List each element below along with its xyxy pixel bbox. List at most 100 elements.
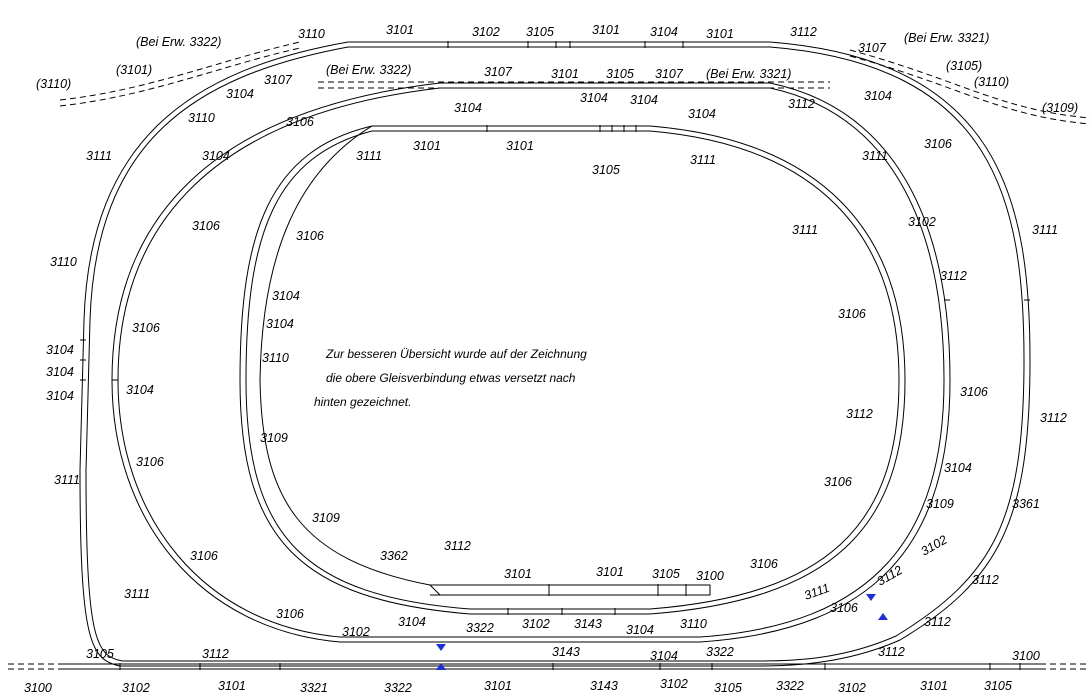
label-ext: (3101) <box>116 63 152 77</box>
label-ext: (3110) <box>974 75 1009 89</box>
track-label: 3104 <box>626 623 654 637</box>
track-label: 3111 <box>356 149 382 163</box>
marker-left-bottom <box>436 663 446 670</box>
track-label: 3110 <box>680 617 707 631</box>
label-ext: (3110) <box>36 77 71 91</box>
track-label: 3101 <box>506 139 534 153</box>
track-label: 3104 <box>454 101 482 115</box>
track-label: 3143 <box>590 679 618 693</box>
track-label: 3111 <box>1032 223 1058 237</box>
track-label: 3101 <box>920 679 948 693</box>
track-label: 3321 <box>300 681 328 695</box>
track-label: 3102 <box>522 617 550 631</box>
track-label: 3105 <box>592 163 620 177</box>
track-joints <box>80 41 1030 670</box>
track-label: 3112 <box>790 25 817 39</box>
track-label: 3105 <box>86 647 114 661</box>
track-label: 3105 <box>606 67 634 81</box>
track-label: 3112 <box>878 645 905 659</box>
track-label: 3110 <box>262 351 289 365</box>
track-label: 3322 <box>384 681 412 695</box>
track-label: 3105 <box>714 681 742 695</box>
track-label: 3106 <box>824 475 852 489</box>
track-label: 3105 <box>526 25 554 39</box>
marker-right-bottom <box>878 613 888 620</box>
track-label: 3111 <box>792 223 818 237</box>
track-label: 3109 <box>926 497 954 511</box>
bottom-straight-track <box>8 663 1090 670</box>
track-label: 3100 <box>24 681 52 695</box>
track-label: 3101 <box>592 23 620 37</box>
track-label: 3106 <box>838 307 866 321</box>
track-label: 3322 <box>466 621 494 635</box>
track-label: 3111 <box>124 587 150 601</box>
track-label: 3101 <box>551 67 579 81</box>
inner-loop-track <box>259 125 711 596</box>
track-label: 3111 <box>54 473 80 487</box>
track-label: 3104 <box>272 289 300 303</box>
explanation-note: Zur besseren Übersicht wurde auf der Zei… <box>314 347 587 409</box>
track-label: 3109 <box>312 511 340 525</box>
track-label: 3112 <box>924 615 951 629</box>
track-label: 3104 <box>398 615 426 629</box>
track-label: 3104 <box>46 343 74 357</box>
track-label: 3101 <box>413 139 441 153</box>
track-label: 3104 <box>126 383 154 397</box>
track-label: 3101 <box>484 679 512 693</box>
track-label: 3106 <box>192 219 220 233</box>
track-label: 3112 <box>940 269 967 283</box>
track-label: 3104 <box>630 93 658 107</box>
track-label: 3112 <box>788 97 815 111</box>
second-loop-track <box>111 82 951 643</box>
track-label: 3102 <box>908 215 936 229</box>
track-label: 3102 <box>342 625 370 639</box>
label-ext: (Bei Erw. 3321) <box>706 67 791 81</box>
note-line-1: Zur besseren Übersicht wurde auf der Zei… <box>325 347 587 361</box>
track-label: 3101 <box>386 23 414 37</box>
track-label: 3110 <box>298 27 325 41</box>
track-label: 3112 <box>1040 411 1067 425</box>
track-label: 3104 <box>864 89 892 103</box>
track-label: 3104 <box>202 149 230 163</box>
label-ext: (Bei Erw. 3322) <box>326 63 411 77</box>
third-loop-track <box>239 125 906 615</box>
track-labels: (Bei Erw. 3322) (Bei Erw. 3321) (Bei Erw… <box>24 23 1078 695</box>
track-label: 3106 <box>190 549 218 563</box>
track-label: 3100 <box>1012 649 1040 663</box>
track-label: 3104 <box>266 317 294 331</box>
track-label: 3104 <box>944 461 972 475</box>
track-label: 3112 <box>444 539 471 553</box>
label-ext: (Bei Erw. 3321) <box>904 31 989 45</box>
track-label: 3102 <box>472 25 500 39</box>
track-label: 3106 <box>136 455 164 469</box>
track-label: 3107 <box>655 67 684 81</box>
track-label: 3104 <box>46 365 74 379</box>
track-label: 3322 <box>706 645 734 659</box>
track-label: 3111 <box>802 581 831 603</box>
track-label: 3102 <box>838 681 866 695</box>
track-label: 3102 <box>122 681 150 695</box>
track-label: 3112 <box>875 563 905 589</box>
track-label: 3106 <box>924 137 952 151</box>
note-line-2: die obere Gleisverbindung etwas versetzt… <box>326 371 576 385</box>
track-label: 3143 <box>574 617 602 631</box>
track-label: 3104 <box>580 91 608 105</box>
track-label: 3104 <box>226 87 254 101</box>
marker-left-top <box>436 644 446 651</box>
track-label: 3104 <box>650 649 678 663</box>
track-label: 3107 <box>264 73 293 87</box>
track-label: 3106 <box>132 321 160 335</box>
track-label: 3143 <box>552 645 580 659</box>
track-label: 3101 <box>596 565 624 579</box>
track-label: 3102 <box>919 533 950 559</box>
note-line-3: hinten gezeichnet. <box>314 395 411 409</box>
track-label: 3106 <box>830 601 858 615</box>
track-label: 3361 <box>1012 497 1040 511</box>
track-label: 3101 <box>706 27 734 41</box>
label-ext: (Bei Erw. 3322) <box>136 35 221 49</box>
track-label: 3106 <box>286 115 314 129</box>
track-label: 3111 <box>690 153 716 167</box>
track-label: 3322 <box>776 679 804 693</box>
